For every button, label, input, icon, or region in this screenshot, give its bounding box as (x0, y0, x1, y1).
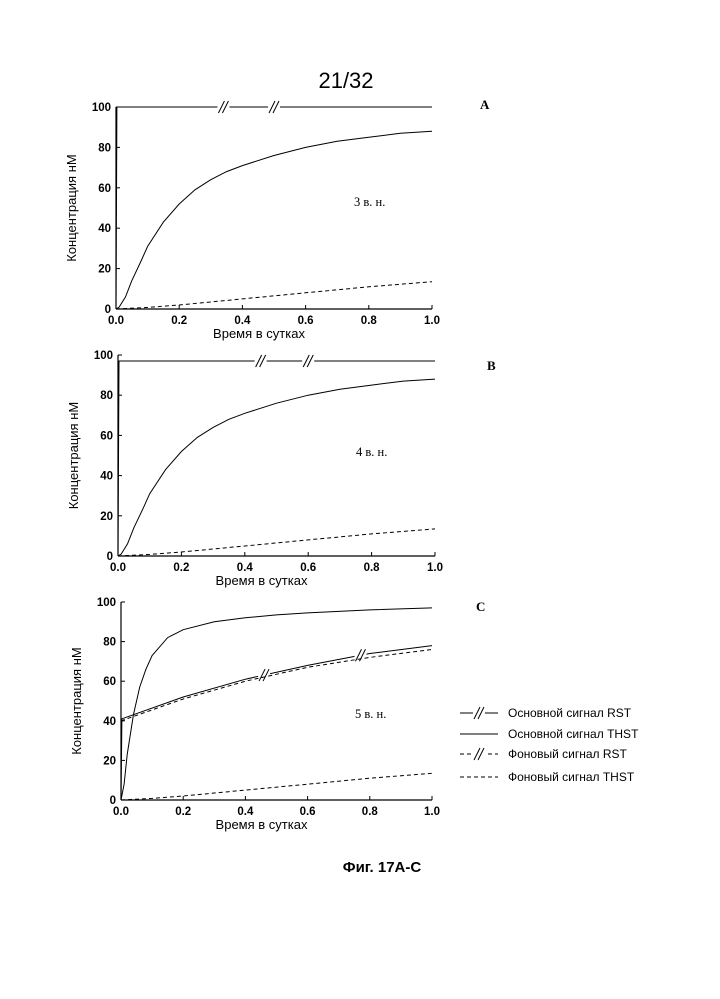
legend-label: Основной сигнал RST (508, 706, 632, 720)
x-tick-label: 0.8 (361, 315, 378, 327)
series-line-solid (115, 130, 433, 310)
panel-annotation: 3 в. н. (354, 195, 385, 209)
panel-letter: B (487, 358, 496, 373)
break-marker (258, 668, 271, 682)
chart-panels: 0 20 40 60 80 100 0.0 0.2 0.4 0.6 0.8 1.0 Время в су… (64, 97, 496, 832)
x-tick-label: 0.2 (171, 315, 187, 327)
x-tick-label: 0.0 (108, 315, 124, 327)
x-tick-label: 0.2 (173, 562, 189, 574)
x-tick-label: 0.8 (364, 562, 381, 574)
x-tick-label: 1.0 (424, 806, 440, 818)
x-tick-label: 0.6 (298, 315, 314, 327)
y-tick-label: 20 (98, 264, 111, 276)
y-tick-label: 20 (103, 755, 116, 767)
panel-letter: C (476, 599, 485, 614)
x-tick-label: 0.4 (237, 562, 254, 574)
break-marker (354, 649, 367, 662)
series-line-dashed (117, 528, 436, 557)
panel-letter: A (480, 97, 490, 112)
x-tick-label: 0.0 (113, 806, 129, 818)
y-tick-label: 80 (98, 142, 111, 154)
legend: Основной сигнал RST Основной сигнал THST Ф… (460, 706, 639, 784)
x-axis-title: Время в сутках (216, 573, 308, 588)
y-tick-label: 60 (98, 183, 111, 195)
y-tick-label: 0 (107, 551, 113, 563)
break-marker (254, 354, 267, 368)
y-tick-label: 100 (94, 350, 113, 362)
legend-label: Фоновый сигнал RST (508, 747, 628, 761)
x-tick-label: 0.4 (237, 806, 254, 818)
chart-panel-b: 0 20 40 60 80 100 0.0 0.2 0.4 0.6 0.8 1.0 Время в су… (66, 350, 496, 588)
y-tick-label: 60 (103, 676, 116, 688)
chart-panel-c: 0 20 40 60 80 100 0.0 0.2 0.4 0.6 0.8 1.0 Время в су… (69, 597, 485, 832)
series-line-dashed (115, 281, 433, 310)
break-marker (473, 747, 485, 761)
y-axis-title: Концентрация нМ (66, 402, 81, 509)
x-tick-label: 0.6 (300, 806, 316, 818)
y-tick-label: 40 (98, 223, 111, 235)
x-tick-label: 0.0 (110, 562, 126, 574)
series-line-solid (120, 607, 433, 801)
y-tick-label: 100 (92, 102, 111, 114)
legend-item: Основной сигнал THST (460, 727, 639, 741)
x-axis-title: Время в сутках (213, 326, 305, 341)
y-tick-label: 80 (103, 637, 116, 649)
x-tick-label: 0.2 (175, 806, 191, 818)
page-number: 21/32 (318, 68, 373, 93)
break-marker (302, 354, 315, 368)
series-line-solid-break (117, 360, 435, 557)
y-tick-label: 40 (103, 716, 116, 728)
series-line-dashed (120, 772, 433, 801)
x-axis-title: Время в сутках (216, 817, 308, 832)
legend-item: Фоновый сигнал RST (460, 747, 628, 761)
y-tick-label: 80 (100, 390, 113, 402)
y-tick-label: 40 (100, 471, 113, 483)
legend-item: Фоновый сигнал THST (460, 770, 635, 784)
series-line-dashed (120, 649, 433, 722)
y-tick-label: 0 (105, 304, 111, 316)
panel-annotation: 5 в. н. (355, 707, 386, 721)
x-tick-label: 1.0 (424, 315, 440, 327)
chart-panel-a: 0 20 40 60 80 100 0.0 0.2 0.4 0.6 0.8 1.0 Время в су… (64, 97, 490, 341)
y-tick-label: 20 (100, 511, 113, 523)
y-axis-title: Концентрация нМ (69, 647, 84, 754)
legend-label: Основной сигнал THST (508, 727, 639, 741)
legend-item: Основной сигнал RST (460, 706, 632, 720)
x-tick-label: 0.6 (300, 562, 316, 574)
legend-label: Фоновый сигнал THST (508, 770, 635, 784)
x-tick-label: 0.4 (234, 315, 251, 327)
y-axis-title: Концентрация нМ (64, 154, 79, 261)
series-line-solid-break (120, 645, 433, 801)
break-marker (473, 706, 485, 720)
y-tick-label: 0 (110, 795, 116, 807)
y-tick-label: 60 (100, 430, 113, 442)
figure-caption: Фиг. 17A-C (343, 859, 422, 876)
break-marker (268, 100, 280, 114)
x-tick-label: 0.8 (362, 806, 379, 818)
x-tick-label: 1.0 (427, 562, 443, 574)
series-line-solid (117, 378, 436, 557)
y-tick-label: 100 (97, 597, 116, 609)
panel-annotation: 4 в. н. (356, 445, 387, 459)
break-marker (217, 100, 230, 114)
